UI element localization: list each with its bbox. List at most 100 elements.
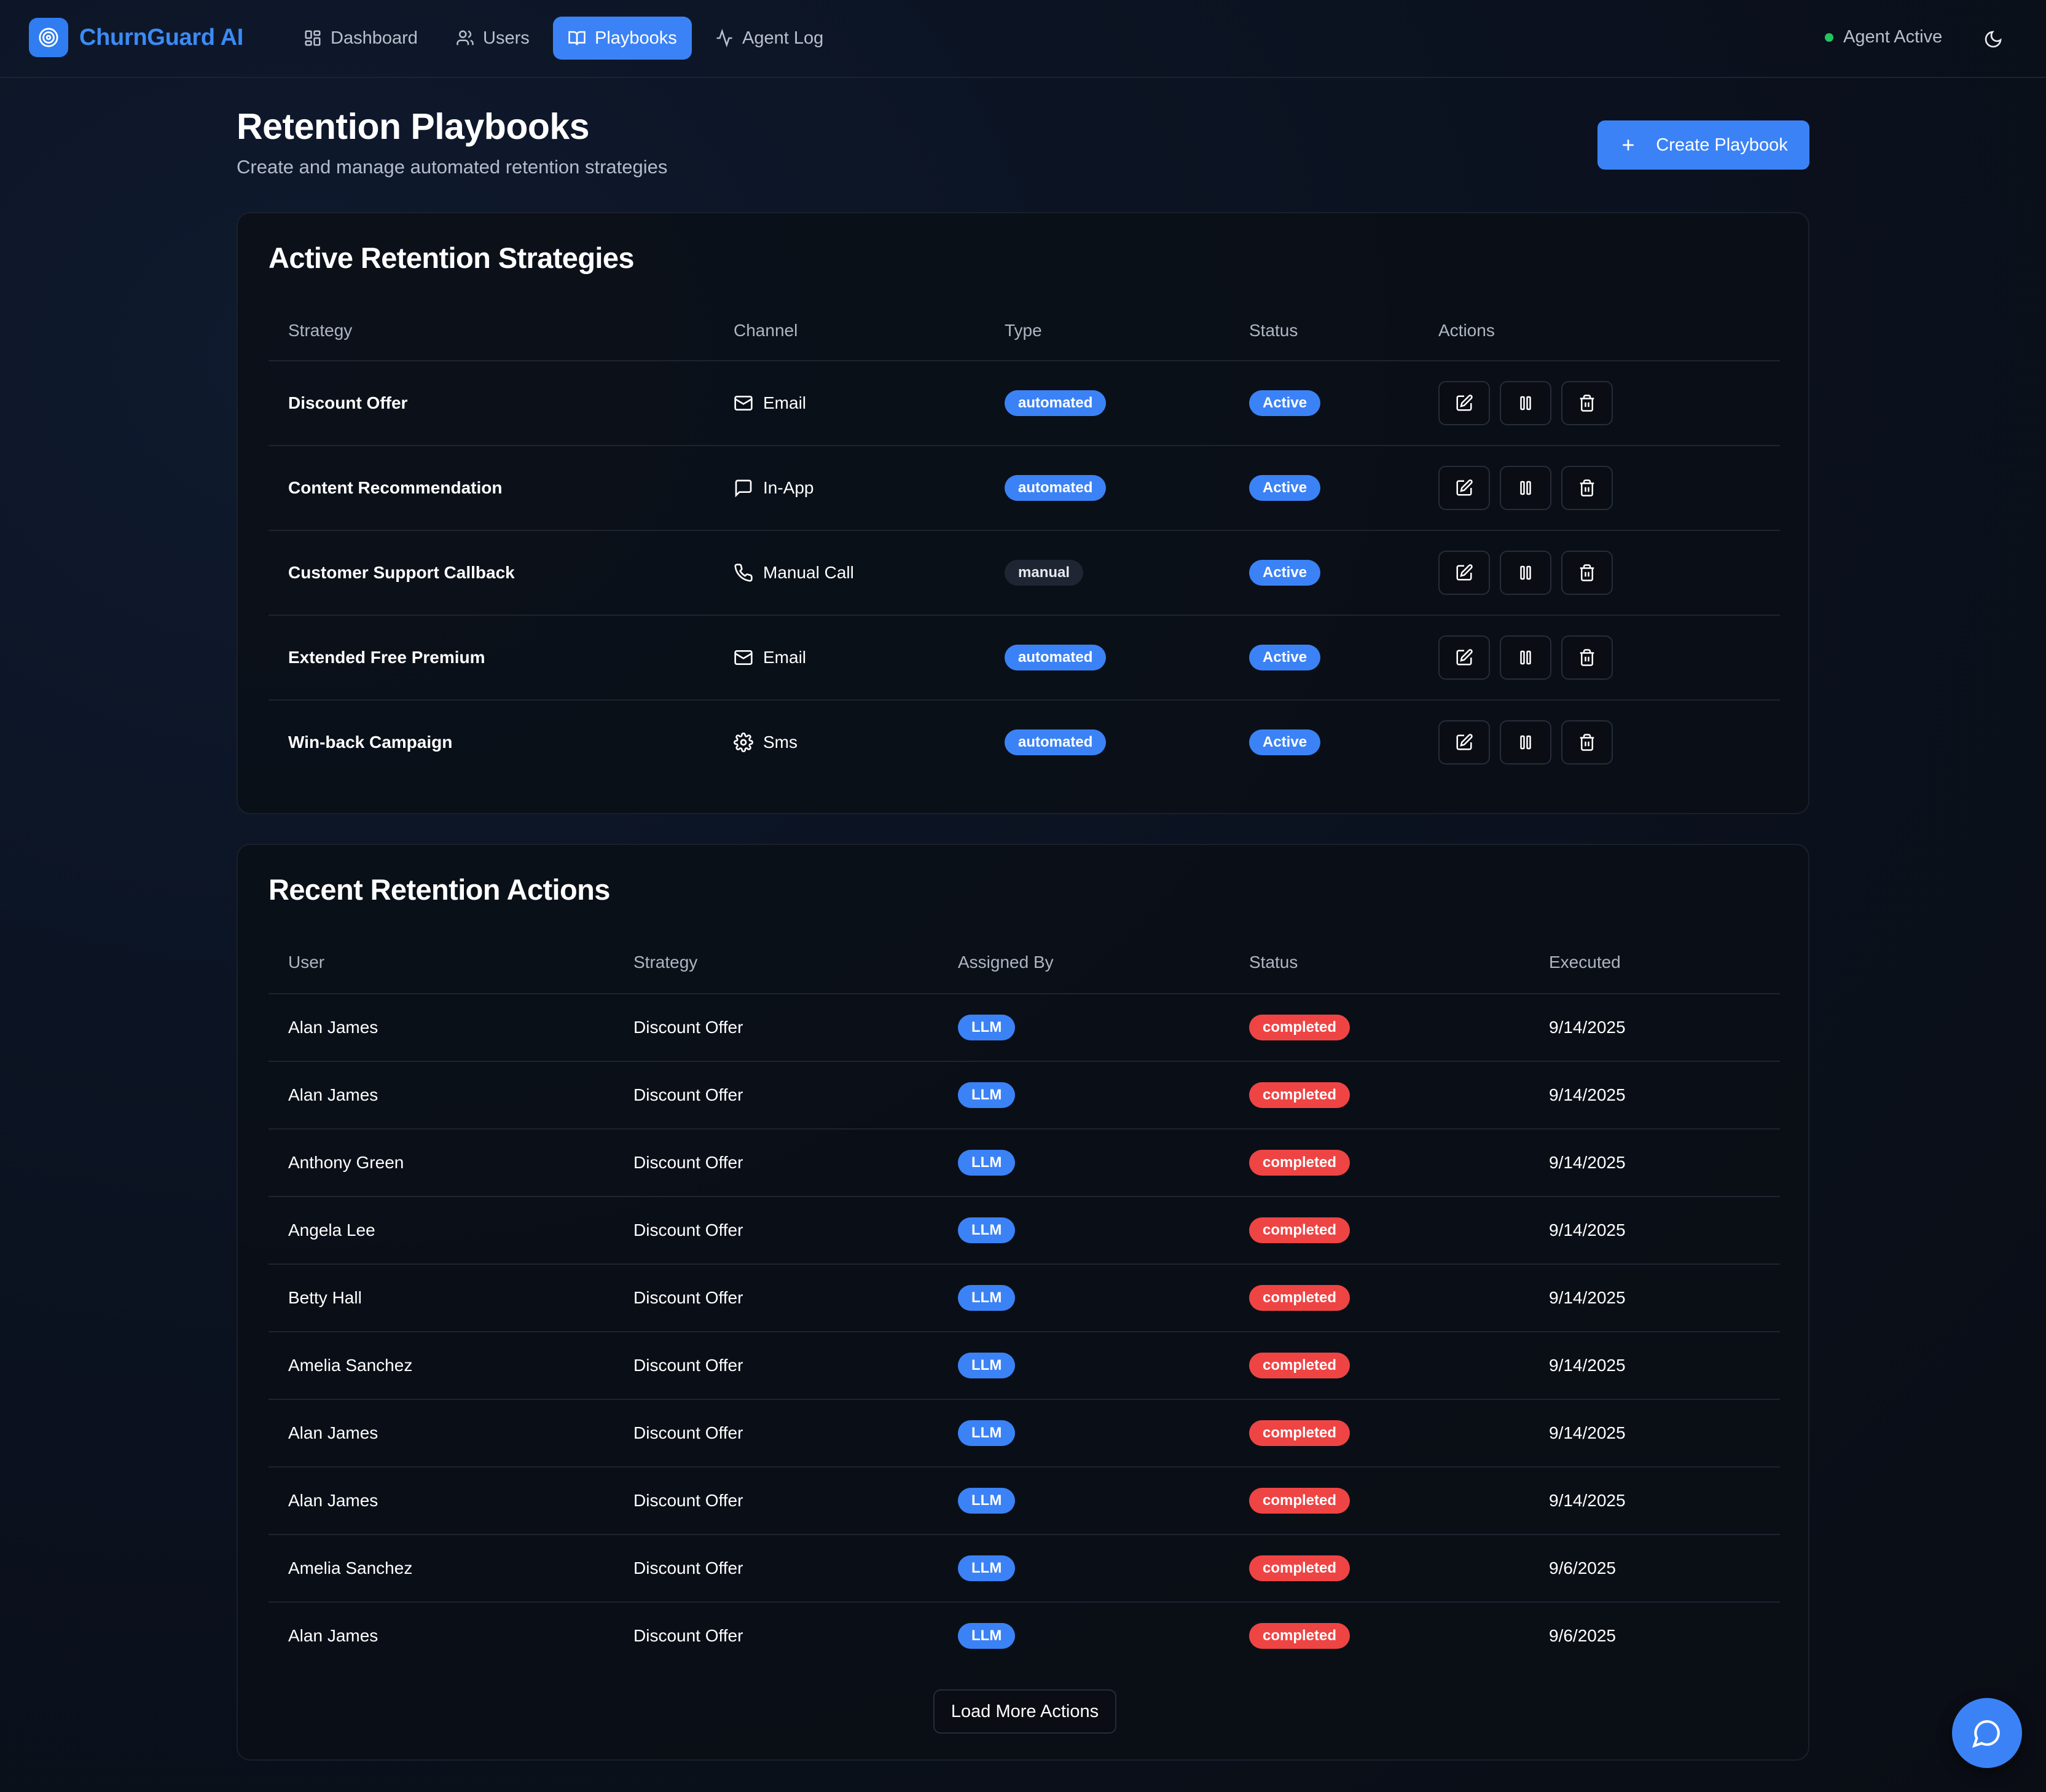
executed-date: 9/14/2025 [1549,1220,1626,1240]
pause-icon [1520,650,1531,665]
load-more-button[interactable]: Load More Actions [933,1689,1116,1734]
strategy-name: Discount Offer [288,393,408,412]
chat-button[interactable] [1952,1698,2022,1768]
delete-button[interactable] [1561,551,1613,595]
edit-button[interactable] [1438,551,1490,595]
channel-label: In-App [763,478,814,497]
type-badge: automated [1005,645,1107,670]
status-badge: completed [1249,1150,1350,1176]
nav-item-dashboard[interactable]: Dashboard [289,17,433,60]
pause-button[interactable] [1500,551,1551,595]
pause-icon [1520,396,1531,411]
channel-label: Email [763,393,807,412]
nav-item-agent-log[interactable]: Agent Log [700,17,838,60]
table-row[interactable]: Amelia Sanchez Discount Offer LLM comple… [268,1331,1780,1399]
table-row[interactable]: Anthony Green Discount Offer LLM complet… [268,1128,1780,1196]
edit-button[interactable] [1438,635,1490,680]
strategy-name: Discount Offer [633,1220,743,1240]
table-row[interactable]: Amelia Sanchez Discount Offer LLM comple… [268,1534,1780,1601]
moon-icon [1985,31,2002,48]
status-badge: completed [1249,1555,1350,1581]
table-row[interactable]: Alan James Discount Offer LLM completed … [268,993,1780,1061]
nav-item-users[interactable]: Users [441,17,544,60]
trash-icon [1580,479,1594,497]
channel-cell: In-App [734,478,814,498]
executed-date: 9/14/2025 [1549,1288,1626,1307]
nav-label: Agent Log [742,28,824,48]
brand[interactable]: ChurnGuard AI [29,18,243,57]
executed-date: 9/14/2025 [1549,1356,1626,1375]
edit-button[interactable] [1438,466,1490,510]
executed-date: 9/6/2025 [1549,1558,1616,1578]
user-name: Anthony Green [288,1153,404,1172]
edit-button[interactable] [1438,720,1490,764]
column-header: Strategy [633,953,698,972]
channel-cell: Email [734,648,806,667]
create-playbook-label: Create Playbook [1656,135,1788,155]
column-header: Executed [1549,953,1621,972]
delete-button[interactable] [1561,381,1613,425]
top-nav: ChurnGuard AI Dashboard Users Playbooks … [0,0,2046,78]
status-badge: completed [1249,1488,1350,1514]
pause-button[interactable] [1500,381,1551,425]
table-row[interactable]: Alan James Discount Offer LLM completed … [268,1399,1780,1466]
nav-label: Playbooks [595,28,677,48]
theme-toggle-button[interactable] [1981,27,2005,52]
create-playbook-button[interactable]: Create Playbook [1597,120,1809,170]
edit-icon [1456,479,1473,496]
executed-date: 9/6/2025 [1549,1626,1616,1645]
user-name: Alan James [288,1085,378,1104]
delete-button[interactable] [1561,720,1613,764]
type-badge: manual [1005,560,1084,586]
table-row: Customer Support Callback Manual Call ma… [268,530,1780,615]
assigned-by-badge: LLM [958,1285,1016,1311]
row-actions [1438,381,1623,425]
delete-button[interactable] [1561,466,1613,510]
strategy-name: Discount Offer [633,1153,743,1172]
table-row[interactable]: Alan James Discount Offer LLM completed … [268,1061,1780,1128]
user-name: Amelia Sanchez [288,1558,413,1578]
plus-icon [1623,140,1634,151]
nav-item-playbooks[interactable]: Playbooks [553,17,692,60]
pause-button[interactable] [1500,635,1551,680]
trash-icon [1580,564,1594,581]
nav-label: Users [483,28,530,48]
strategy-name: Extended Free Premium [288,648,485,667]
strategy-name: Discount Offer [633,1558,743,1578]
edit-icon [1456,734,1473,750]
table-row[interactable]: Betty Hall Discount Offer LLM completed … [268,1263,1780,1331]
user-name: Angela Lee [288,1220,375,1240]
status-badge: completed [1249,1623,1350,1649]
channel-label: Sms [763,733,798,752]
pause-button[interactable] [1500,466,1551,510]
executed-date: 9/14/2025 [1549,1085,1626,1104]
edit-button[interactable] [1438,381,1490,425]
strategies-title: Active Retention Strategies [268,242,635,274]
status-badge: Active [1249,645,1321,670]
assigned-by-badge: LLM [958,1623,1016,1649]
table-row[interactable]: Alan James Discount Offer LLM completed … [268,1466,1780,1534]
assigned-by-badge: LLM [958,1420,1016,1446]
edit-icon [1456,649,1473,666]
delete-button[interactable] [1561,635,1613,680]
strategy-name: Discount Offer [633,1626,743,1645]
table-row[interactable]: Alan James Discount Offer LLM completed … [268,1601,1780,1669]
assigned-by-badge: LLM [958,1082,1016,1108]
row-actions [1438,466,1623,510]
executed-date: 9/14/2025 [1549,1423,1626,1442]
grid-icon [305,30,321,46]
agent-status: Agent Active [1825,27,1942,47]
pause-button[interactable] [1500,720,1551,764]
strategy-name: Discount Offer [633,1288,743,1307]
column-header: Strategy [288,321,353,340]
table-row[interactable]: Angela Lee Discount Offer LLM completed … [268,1196,1780,1263]
row-actions [1438,551,1623,595]
assigned-by-badge: LLM [958,1217,1016,1243]
user-name: Betty Hall [288,1288,362,1307]
executed-date: 9/14/2025 [1549,1491,1626,1510]
strategy-name: Discount Offer [633,1491,743,1510]
status-badge: completed [1249,1082,1350,1108]
activity-icon [716,29,732,47]
status-badge: Active [1249,475,1321,501]
trash-icon [1580,734,1594,751]
